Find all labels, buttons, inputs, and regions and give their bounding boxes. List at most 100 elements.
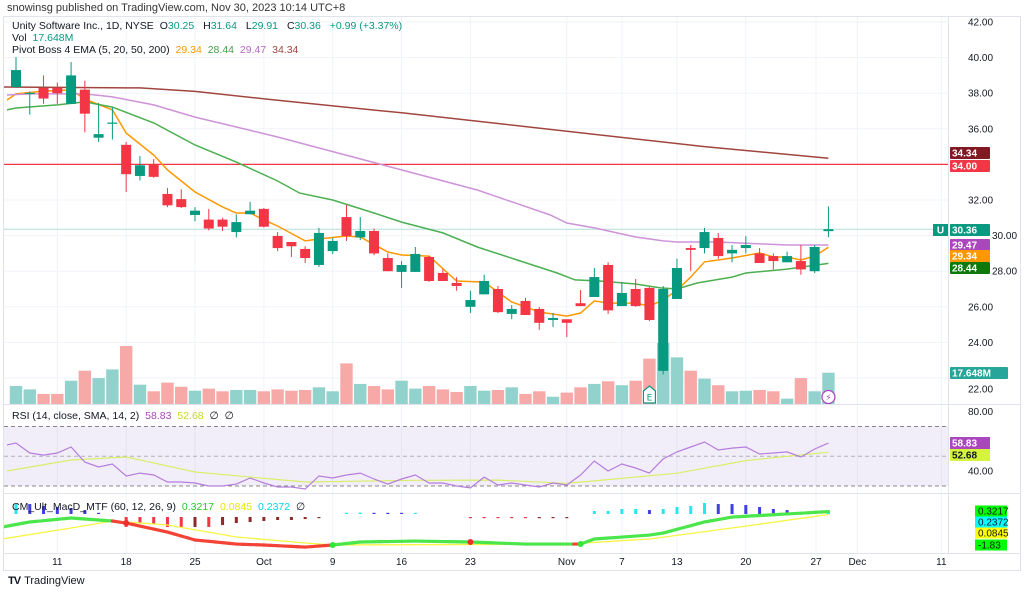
candle[interactable] <box>396 261 407 288</box>
candle[interactable] <box>272 232 283 252</box>
candle[interactable] <box>286 242 297 257</box>
candle[interactable] <box>369 228 380 256</box>
candle[interactable] <box>107 107 118 140</box>
candle[interactable] <box>382 253 393 272</box>
candle[interactable] <box>245 201 256 215</box>
price-pane[interactable]: E ⚡ <box>2 57 948 406</box>
candle[interactable] <box>148 159 159 178</box>
volume-bar <box>23 389 36 404</box>
candle[interactable] <box>465 290 476 314</box>
candle-body <box>782 256 793 263</box>
candle[interactable] <box>727 245 738 263</box>
rsi-legend-label[interactable]: RSI (14, close, SMA, 14, 2) <box>12 410 140 422</box>
price-axis-label: 42.00 <box>968 18 993 29</box>
macd-badge-value: 0.0845 <box>978 529 1009 540</box>
candle[interactable] <box>713 232 724 259</box>
candle[interactable] <box>258 208 269 228</box>
candle[interactable] <box>479 274 490 295</box>
ema-line-ema200[interactable] <box>2 86 829 160</box>
rsi-pane[interactable] <box>4 426 948 490</box>
volume-bar <box>64 380 78 404</box>
candle[interactable] <box>424 256 435 282</box>
candle[interactable] <box>603 262 614 314</box>
candle[interactable] <box>93 102 104 142</box>
price-badge-value: 29.34 <box>952 252 977 263</box>
ema-line-ema50[interactable] <box>6 93 829 246</box>
candle[interactable] <box>768 253 779 270</box>
candle[interactable] <box>66 62 77 104</box>
macd-cross-dot <box>123 520 130 527</box>
candle-body <box>369 230 380 254</box>
candle[interactable] <box>506 305 517 320</box>
candle[interactable] <box>740 236 751 254</box>
candle[interactable] <box>134 156 145 181</box>
candle[interactable] <box>52 82 63 104</box>
candle[interactable] <box>176 189 187 209</box>
candle[interactable] <box>190 207 201 222</box>
candle[interactable] <box>231 214 242 238</box>
macd-histogram-bar <box>703 502 706 514</box>
macd-legend-label[interactable]: CM_Ult_MacD_MTF (60, 12, 26, 9) <box>12 501 176 513</box>
candle[interactable] <box>658 285 669 375</box>
macd-histogram-bar <box>785 510 789 514</box>
candle[interactable] <box>782 251 793 263</box>
candle[interactable] <box>754 248 765 264</box>
volume-bar <box>450 392 463 404</box>
macd-pane[interactable] <box>2 502 831 549</box>
price-tag-u[interactable] <box>933 224 948 236</box>
candle[interactable] <box>809 245 820 273</box>
legend-vol-label[interactable]: Vol <box>12 32 27 44</box>
candle[interactable] <box>520 297 531 315</box>
candle[interactable] <box>313 227 324 267</box>
price-badge-value: 17.648M <box>952 369 991 380</box>
candle[interactable] <box>685 245 696 272</box>
volume-bar <box>615 385 629 404</box>
candle[interactable] <box>217 217 228 231</box>
candle[interactable] <box>589 267 600 298</box>
candle[interactable] <box>38 75 49 104</box>
candle[interactable] <box>616 281 627 307</box>
candle[interactable] <box>630 279 641 307</box>
candle[interactable] <box>24 91 35 115</box>
candle[interactable] <box>203 208 214 231</box>
candle[interactable] <box>534 306 545 330</box>
candle[interactable] <box>561 319 572 338</box>
price-axis-label: 38.00 <box>968 89 993 100</box>
price-badge <box>950 147 990 159</box>
candle[interactable] <box>437 269 448 281</box>
earnings-marker-icon[interactable] <box>642 385 657 404</box>
candle[interactable] <box>162 188 173 208</box>
candle[interactable] <box>11 57 21 88</box>
candle[interactable] <box>341 204 352 241</box>
candle[interactable] <box>451 277 462 291</box>
candle[interactable] <box>795 245 806 275</box>
tradingview-footer[interactable]: TV TradingView <box>8 575 85 587</box>
macd-signal-line[interactable] <box>2 513 829 546</box>
event-marker-icon[interactable] <box>821 389 836 404</box>
macd-badge <box>975 539 1007 551</box>
candle[interactable] <box>355 217 366 241</box>
candle[interactable] <box>644 286 655 322</box>
candle[interactable] <box>699 227 710 254</box>
candle-body <box>300 248 311 259</box>
volume-bar <box>698 378 711 404</box>
candle[interactable] <box>300 246 311 264</box>
legend-ema-label[interactable]: Pivot Boss 4 EMA (5, 20, 50, 200) <box>12 44 170 56</box>
candle[interactable] <box>823 206 834 238</box>
legend-change: +0.99 (+3.37%) <box>329 20 403 32</box>
candle[interactable] <box>548 313 559 328</box>
legend-symbol[interactable]: Unity Software Inc., 1D, NYSE <box>12 20 154 32</box>
candle[interactable] <box>492 285 503 314</box>
candle[interactable] <box>671 258 682 299</box>
macd-histogram-bar <box>138 517 142 523</box>
price-badge-value: 29.47 <box>952 241 977 252</box>
rsi-sma-line[interactable] <box>6 451 829 484</box>
rsi-line[interactable] <box>6 441 829 490</box>
candle[interactable] <box>575 290 586 307</box>
candle[interactable] <box>327 237 338 254</box>
candle[interactable] <box>79 80 90 133</box>
ema-line-ema20[interactable] <box>6 101 829 290</box>
candle[interactable] <box>410 246 421 272</box>
candle[interactable] <box>121 141 132 192</box>
